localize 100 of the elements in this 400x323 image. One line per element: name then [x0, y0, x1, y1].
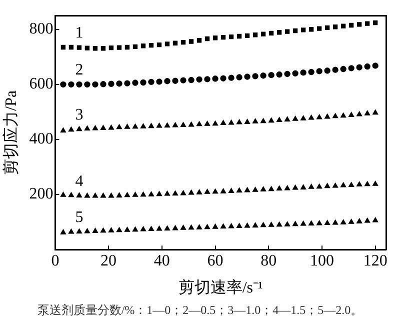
point	[124, 80, 130, 86]
point	[84, 126, 90, 131]
point	[252, 222, 258, 228]
point	[340, 220, 346, 224]
point	[196, 76, 202, 83]
point	[204, 36, 210, 42]
point	[68, 192, 74, 198]
x-axis-title: 剪切速率/s⁻¹	[178, 278, 264, 297]
point	[116, 45, 122, 50]
point	[348, 65, 354, 72]
x-tick-label: 60	[207, 252, 224, 270]
point	[348, 22, 354, 28]
point	[372, 20, 378, 26]
x-tick-label: 120	[363, 252, 388, 270]
point	[180, 40, 186, 45]
point	[172, 190, 178, 196]
point	[148, 226, 154, 232]
point	[308, 220, 314, 226]
point	[84, 46, 90, 50]
point	[68, 228, 74, 234]
point	[228, 188, 234, 194]
point	[300, 184, 306, 190]
point	[212, 36, 218, 40]
point	[316, 220, 322, 226]
point	[156, 42, 162, 48]
point	[252, 187, 258, 192]
point	[340, 182, 346, 188]
point	[148, 191, 154, 196]
point	[260, 72, 266, 79]
point	[60, 192, 66, 197]
text: 泵送剂质量分数/%：1—0；2—0.5；3—1.0；4—1.5；5—2.0。	[36, 302, 364, 319]
point	[76, 228, 82, 234]
point	[100, 81, 106, 88]
point	[284, 29, 290, 34]
point	[372, 217, 378, 222]
point	[76, 126, 82, 132]
point	[108, 124, 114, 130]
point	[324, 183, 330, 188]
series-label: 1	[75, 24, 84, 42]
point	[196, 121, 202, 126]
point	[108, 45, 114, 50]
point	[372, 180, 378, 186]
point	[276, 30, 282, 35]
point	[332, 182, 338, 188]
point	[212, 224, 218, 229]
point	[260, 222, 266, 228]
point	[116, 227, 122, 232]
point	[268, 30, 274, 36]
point	[140, 79, 146, 86]
point	[172, 225, 178, 230]
point	[308, 27, 314, 32]
point	[212, 76, 218, 82]
point	[124, 44, 130, 50]
point	[108, 80, 114, 87]
series-label: 4	[75, 172, 84, 190]
point	[332, 66, 338, 73]
point	[76, 81, 82, 88]
point	[204, 76, 210, 82]
point	[148, 42, 154, 48]
point	[132, 192, 138, 197]
point	[244, 33, 250, 38]
y-tick-label: 400	[29, 130, 54, 148]
point	[220, 224, 226, 229]
point	[260, 118, 266, 124]
point	[236, 223, 242, 228]
x-tick-label: 80	[260, 252, 277, 270]
point	[172, 40, 178, 46]
x-tick-label: 100	[310, 252, 334, 270]
point	[244, 222, 250, 228]
point	[100, 228, 106, 233]
series-label: 3	[75, 106, 84, 124]
point	[156, 226, 162, 231]
point	[116, 192, 122, 198]
point	[348, 112, 354, 118]
point	[100, 46, 106, 51]
point	[76, 192, 82, 198]
point	[156, 78, 162, 85]
point	[316, 114, 322, 120]
point	[332, 113, 338, 118]
point	[84, 192, 90, 198]
point	[84, 228, 90, 234]
point	[356, 218, 362, 224]
point	[308, 184, 314, 189]
point	[372, 110, 378, 115]
point	[108, 192, 114, 198]
point	[180, 77, 186, 84]
point	[92, 46, 98, 51]
point	[252, 118, 258, 124]
point	[60, 44, 66, 50]
point	[244, 74, 250, 80]
point	[204, 120, 210, 126]
point	[244, 119, 250, 124]
series-label: 5	[75, 208, 84, 226]
point	[276, 117, 282, 122]
point	[284, 221, 290, 226]
point	[100, 125, 106, 130]
point	[188, 190, 194, 195]
point	[316, 68, 322, 74]
point	[268, 72, 274, 78]
point	[164, 42, 170, 46]
